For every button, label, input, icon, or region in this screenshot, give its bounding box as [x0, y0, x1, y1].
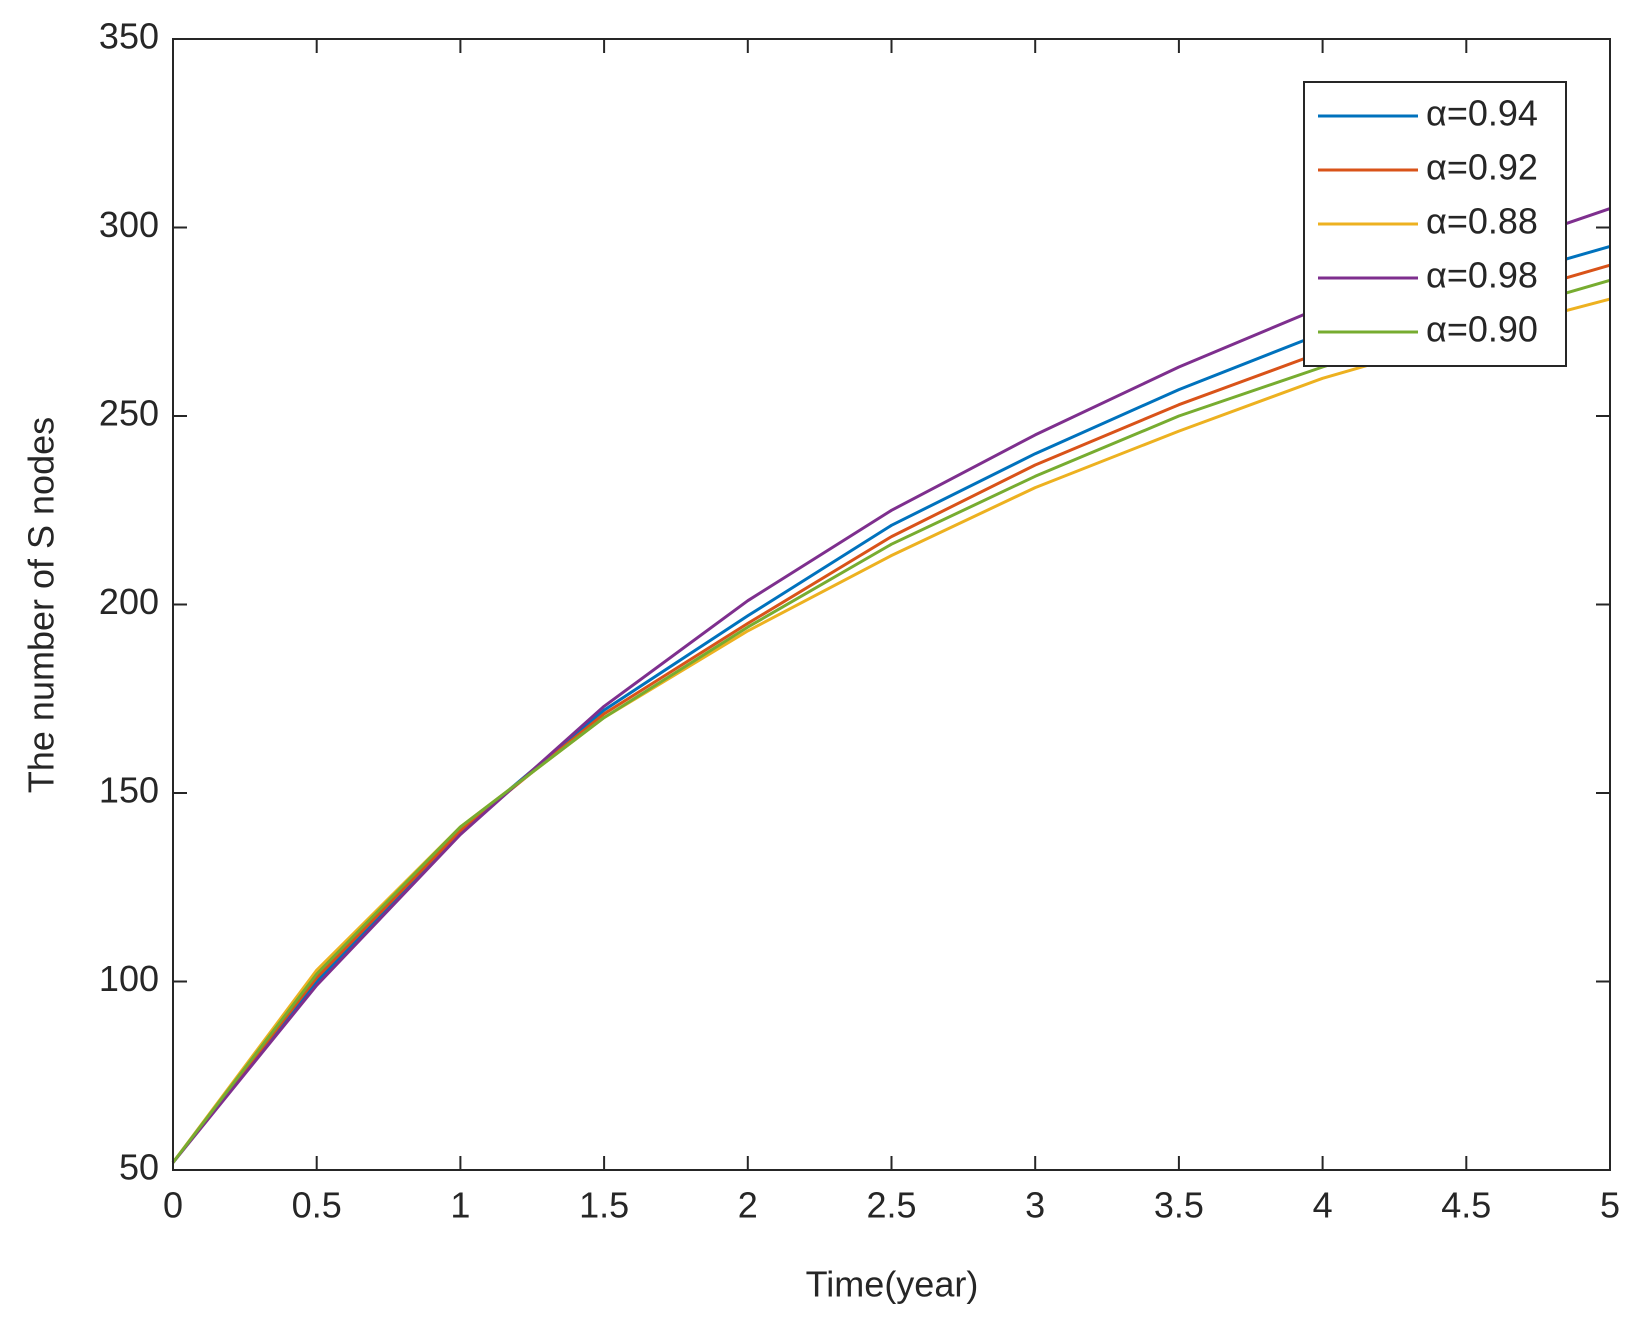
legend-label: α=0.90	[1426, 309, 1538, 350]
x-axis-label: Time(year)	[806, 1264, 979, 1305]
y-axis-label: The number of S nodes	[21, 417, 62, 793]
legend-label: α=0.94	[1426, 93, 1538, 134]
y-tick-label: 100	[99, 958, 159, 999]
x-tick-label: 3	[1025, 1185, 1045, 1226]
y-tick-label: 150	[99, 770, 159, 811]
legend-label: α=0.88	[1426, 201, 1538, 242]
y-tick-label: 250	[99, 393, 159, 434]
plot-frame	[172, 38, 1611, 1171]
x-tick-label: 5	[1600, 1185, 1620, 1226]
x-tick-label: 4	[1313, 1185, 1333, 1226]
x-tick-label: 4.5	[1441, 1185, 1491, 1226]
x-tick-label: 1	[450, 1185, 470, 1226]
y-tick-label: 50	[119, 1147, 159, 1188]
y-tick-label: 350	[99, 16, 159, 57]
legend-label: α=0.98	[1426, 255, 1538, 296]
x-tick-label: 0.5	[292, 1185, 342, 1226]
y-tick-label: 300	[99, 204, 159, 245]
x-tick-label: 1.5	[579, 1185, 629, 1226]
x-tick-label: 0	[163, 1185, 183, 1226]
x-tick-label: 3.5	[1154, 1185, 1204, 1226]
x-tick-label: 2.5	[866, 1185, 916, 1226]
y-tick-label: 200	[99, 581, 159, 622]
x-tick-label: 2	[738, 1185, 758, 1226]
legend-label: α=0.92	[1426, 147, 1538, 188]
